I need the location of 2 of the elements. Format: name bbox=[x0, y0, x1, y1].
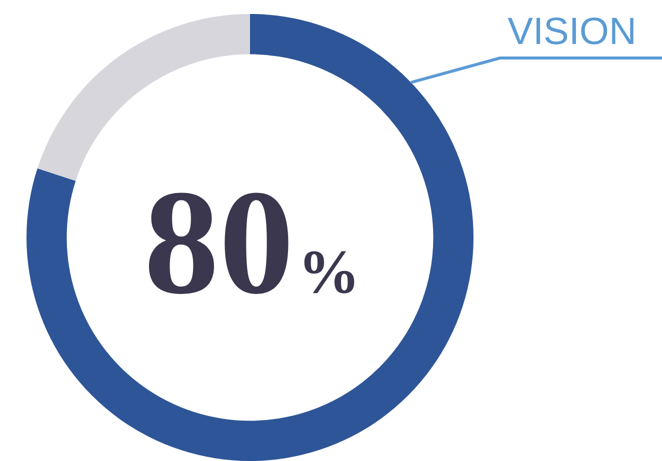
slice-label: VISION bbox=[508, 11, 636, 53]
data-label: 80% bbox=[144, 160, 360, 326]
